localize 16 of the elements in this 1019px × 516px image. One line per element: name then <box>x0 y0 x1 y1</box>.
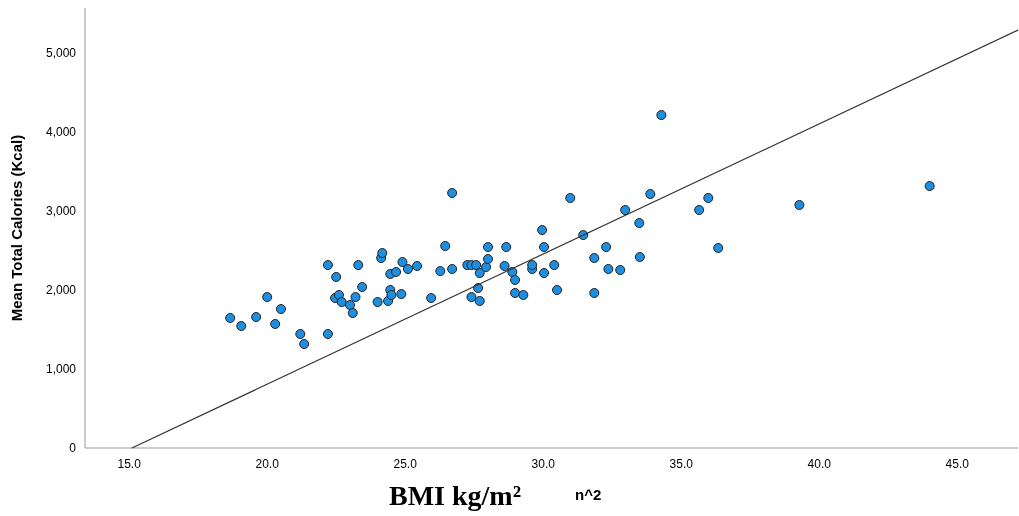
text: n^2 <box>575 486 602 503</box>
y-tick-label: 4,000 <box>45 125 77 140</box>
x-tick-label: 25.0 <box>393 457 418 471</box>
y-tick-label: 3,000 <box>45 204 77 219</box>
x-tick-label: 15.0 <box>117 457 142 471</box>
x-tick-label: 40.0 <box>807 457 832 471</box>
x-tick-label: 35.0 <box>669 457 694 471</box>
y-tick-label: 5,000 <box>45 46 77 61</box>
y-axis-title: Mean Total Calories (Kcal) <box>8 134 25 322</box>
y-tick-label: 2,000 <box>45 283 77 298</box>
x-tick-label: 30.0 <box>531 457 556 471</box>
x-axis-title: BMI kg/m² <box>388 480 522 511</box>
y-tick-label: 0 <box>69 441 77 456</box>
x-tick-label: 45.0 <box>945 457 970 471</box>
y-tick-label: 1,000 <box>45 362 77 377</box>
x-tick-label: 20.0 <box>255 457 280 471</box>
